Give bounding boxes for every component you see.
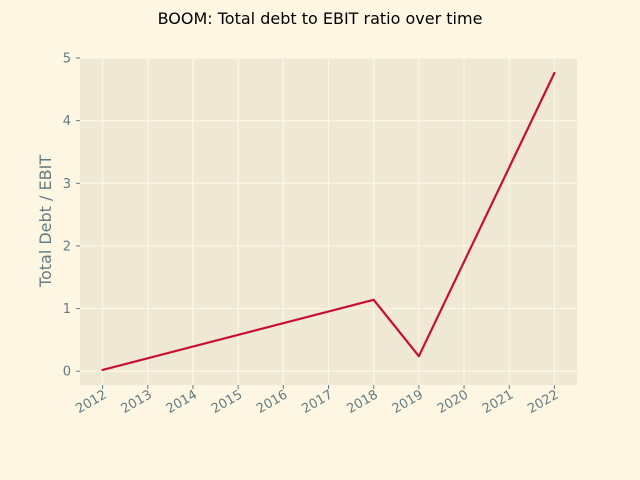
- x-tick-label-2019: 2019: [390, 387, 426, 417]
- x-tick-label-2013: 2013: [119, 387, 155, 417]
- y-tick-label-4: 4: [63, 114, 71, 129]
- grid-lines: [80, 57, 577, 385]
- x-tick-label-2014: 2014: [164, 387, 200, 417]
- y-tick-label-0: 0: [63, 365, 71, 380]
- x-tick-label-2012: 2012: [73, 387, 109, 417]
- y-tick-label-1: 1: [63, 302, 71, 317]
- y-tick-label-2: 2: [63, 239, 71, 254]
- series-layer: [101, 71, 556, 372]
- x-tick-label-2021: 2021: [480, 387, 516, 417]
- series-line-0: [101, 71, 556, 372]
- x-tick-label-2018: 2018: [345, 387, 381, 417]
- x-tick-label-2017: 2017: [299, 387, 335, 417]
- y-axis: 0 1 2 3 4 5: [63, 52, 80, 380]
- x-tick-label-2016: 2016: [254, 387, 290, 417]
- x-tick-label-2020: 2020: [435, 387, 471, 417]
- x-tick-label-2015: 2015: [209, 387, 245, 417]
- y-axis-label: Total Debt / EBIT: [36, 155, 55, 288]
- x-axis: 2012 2013 2014 2015 2016 2017 2018 2019 2020 2021…: [73, 385, 561, 417]
- x-tick-label-2022: 2022: [525, 387, 561, 417]
- y-tick-label-5: 5: [63, 52, 71, 67]
- y-tick-label-3: 3: [63, 177, 71, 192]
- chart-title: BOOM: Total debt to EBIT ratio over time: [158, 9, 483, 28]
